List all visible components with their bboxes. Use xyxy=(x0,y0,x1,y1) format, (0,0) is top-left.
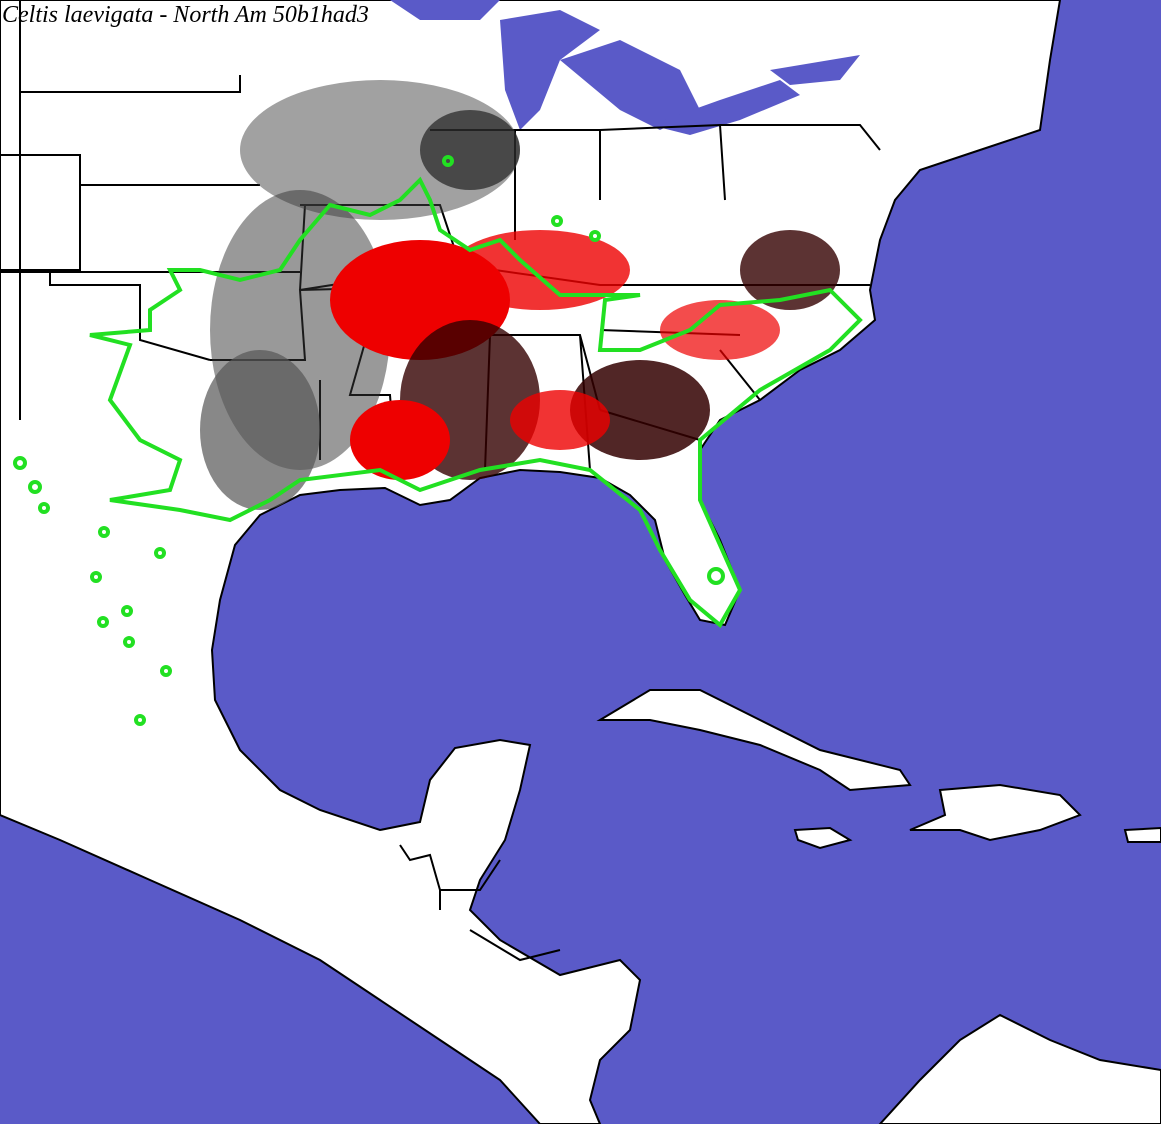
map-title: Celtis laevigata - North Am 50b1had3 xyxy=(2,2,369,28)
land xyxy=(878,1013,1161,1124)
range-outline xyxy=(13,155,863,726)
lake xyxy=(650,80,800,135)
lake xyxy=(500,10,600,130)
island xyxy=(793,826,853,850)
island xyxy=(596,689,912,792)
lake xyxy=(770,55,860,85)
island xyxy=(909,783,1082,842)
lake xyxy=(390,0,500,20)
lake xyxy=(560,40,700,130)
island xyxy=(1123,826,1161,843)
habitat xyxy=(200,80,840,510)
